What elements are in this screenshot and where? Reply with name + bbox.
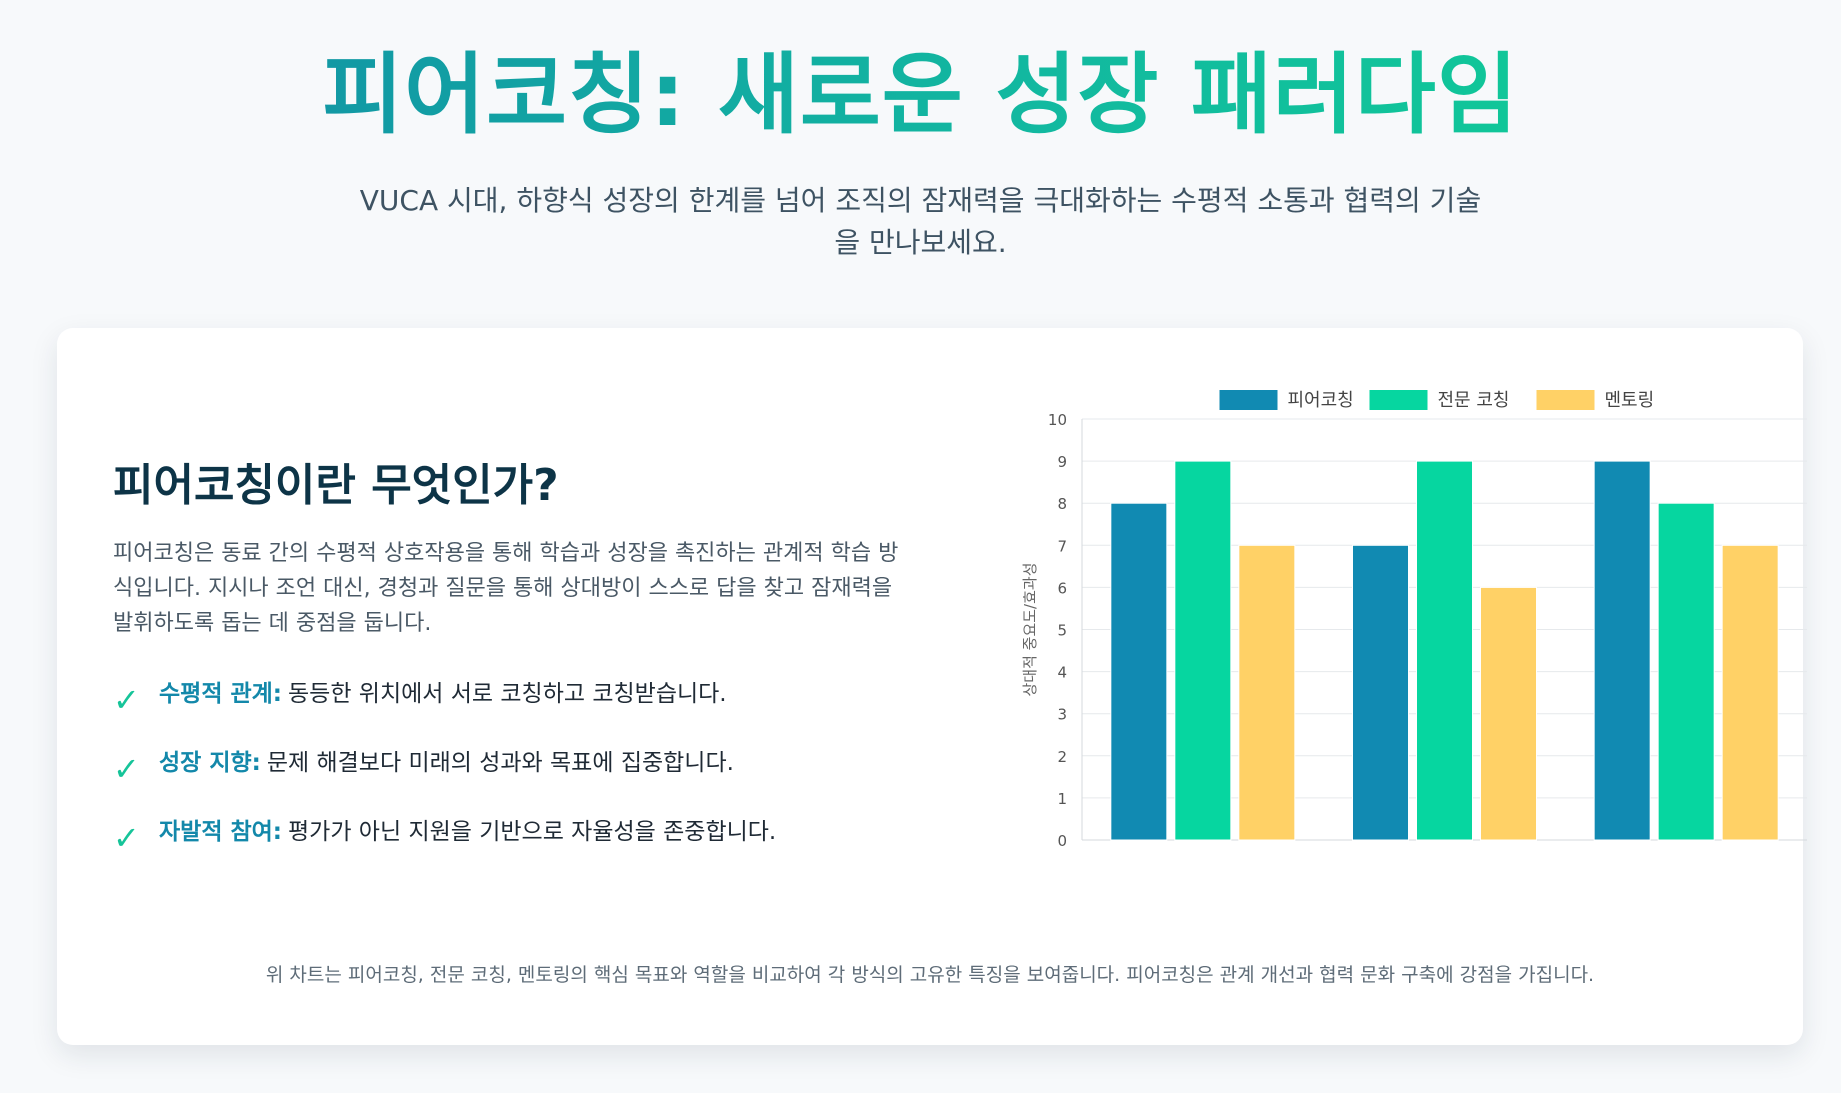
y-tick-label: 2 bbox=[1057, 748, 1067, 766]
check-icon: ✓ bbox=[113, 819, 140, 857]
content-card: 피어코칭이란 무엇인가? 피어코칭은 동료 간의 수평적 상호작용을 통해 학습… bbox=[57, 328, 1807, 1045]
feature-text: 평가가 아닌 지원을 기반으로 자율성을 존중합니다. bbox=[288, 819, 777, 845]
bar-chart: 0 1 2 3 4 5 6 7 8 9 10 상대적 중요도/효과성목표 방법 강점 피어코칭 전문 코칭 멘토… bbox=[1021, 390, 1807, 876]
legend-swatch bbox=[1536, 390, 1595, 410]
section-intro: 피어코칭은 동료 간의 수평적 상호작용을 통해 학습과 성장을 촉진하는 관계… bbox=[113, 541, 899, 636]
bar bbox=[1174, 460, 1232, 841]
check-icon: ✓ bbox=[113, 681, 140, 719]
feature-term: 성장 지향: bbox=[159, 750, 261, 776]
bar bbox=[1721, 544, 1779, 841]
y-tick-label: 0 bbox=[1057, 832, 1067, 850]
y-tick-label: 3 bbox=[1057, 706, 1067, 724]
bar bbox=[1416, 460, 1473, 841]
feature-list: ✓ 수평적 관계: 동등한 위치에서 서로 코칭하고 코칭받습니다. ✓ 성장 지… bbox=[113, 677, 913, 884]
page-title: 피어코칭: 새로운 성장 패러다임 bbox=[0, 36, 1841, 154]
x-tick-label: 강점 bbox=[1671, 857, 1700, 858]
section-heading: 피어코칭이란 무엇인가? bbox=[113, 460, 559, 511]
legend-swatch bbox=[1369, 390, 1428, 410]
feature-text: 동등한 위치에서 서로 코칭하고 코칭받습니다. bbox=[288, 681, 727, 707]
feature-item: ✓ 자발적 참여: 평가가 아닌 지원을 기반으로 자율성을 존중합니다. bbox=[113, 815, 913, 884]
legend-label: 전문 코칭 bbox=[1438, 390, 1510, 411]
y-tick-label: 6 bbox=[1057, 579, 1067, 597]
y-tick-label: 5 bbox=[1057, 622, 1067, 640]
hero-section: 피어코칭: 새로운 성장 패러다임 VUCA 시대, 하향식 성장의 한계를 넘… bbox=[0, 0, 1841, 264]
feature-term: 수평적 관계: bbox=[159, 681, 283, 707]
page-subtitle: VUCA 시대, 하향식 성장의 한계를 넘어 조직의 잠재력을 극대화하는 수… bbox=[359, 184, 1482, 259]
bar bbox=[1593, 460, 1651, 841]
comparison-chart: 0 1 2 3 4 5 6 7 8 9 10 상대적 중요도/효과성목표 방법 강점 피어코칭 전문 코칭 멘토… bbox=[947, 378, 1817, 876]
feature-term: 자발적 참여: bbox=[159, 819, 283, 845]
bar bbox=[1480, 586, 1537, 841]
bar bbox=[1352, 544, 1409, 841]
y-axis-label: 상대적 중요도/효과성 bbox=[1021, 562, 1039, 696]
bar bbox=[1238, 544, 1296, 841]
x-tick-label: 방법 bbox=[1430, 857, 1459, 858]
bar bbox=[1110, 502, 1168, 841]
y-tick-label: 10 bbox=[1048, 411, 1067, 429]
bar bbox=[1657, 502, 1715, 841]
y-tick-label: 9 bbox=[1057, 453, 1067, 471]
y-tick-label: 7 bbox=[1057, 537, 1067, 555]
check-icon: ✓ bbox=[113, 750, 140, 788]
y-tick-label: 4 bbox=[1057, 664, 1067, 682]
feature-item: ✓ 수평적 관계: 동등한 위치에서 서로 코칭하고 코칭받습니다. bbox=[113, 677, 913, 746]
feature-item: ✓ 성장 지향: 문제 해결보다 미래의 성과와 목표에 집중합니다. bbox=[113, 746, 913, 815]
legend-label: 피어코칭 bbox=[1288, 390, 1354, 411]
y-tick-label: 8 bbox=[1057, 495, 1067, 513]
y-tick-label: 1 bbox=[1057, 790, 1067, 808]
feature-text: 문제 해결보다 미래의 성과와 목표에 집중합니다. bbox=[266, 750, 734, 776]
legend-label: 멘토링 bbox=[1605, 390, 1655, 411]
chart-caption: 위 차트는 피어코칭, 전문 코칭, 멘토링의 핵심 목표와 역할을 비교하여 … bbox=[265, 964, 1595, 986]
x-tick-label: 목표 bbox=[1188, 857, 1217, 858]
definition-panel: 피어코칭이란 무엇인가? 피어코칭은 동료 간의 수평적 상호작용을 통해 학습… bbox=[113, 458, 913, 884]
legend-swatch bbox=[1219, 390, 1278, 410]
